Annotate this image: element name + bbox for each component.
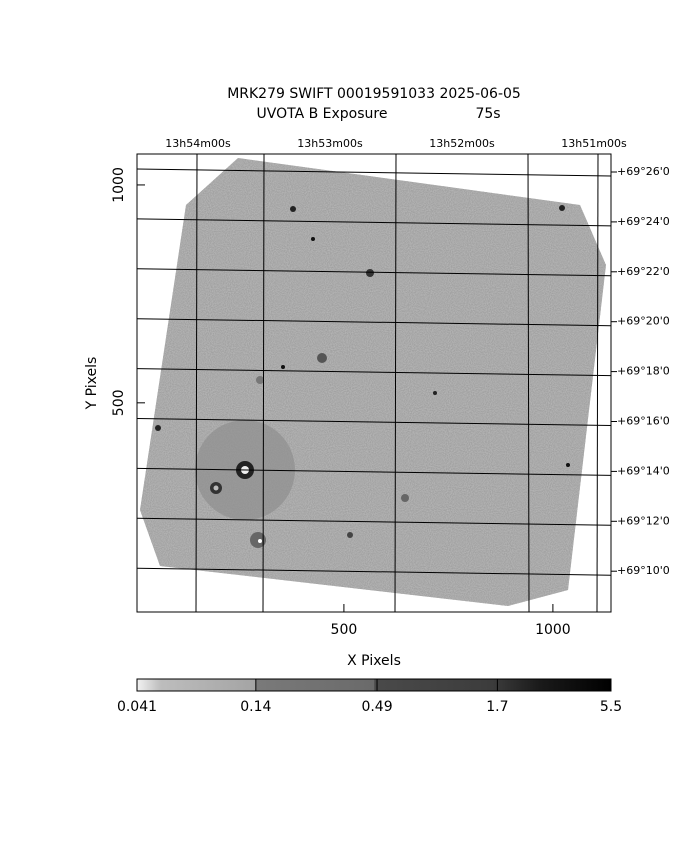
colorbar-tick-label: 0.14	[240, 699, 271, 715]
star	[433, 391, 437, 395]
star	[155, 425, 161, 431]
colorbar-tick-label: 5.5	[600, 699, 622, 715]
dec-grid-line	[136, 467, 612, 476]
dec-label: +69°12'0	[617, 514, 670, 527]
star	[317, 353, 327, 363]
x-tick-label: 1000	[535, 622, 571, 638]
x-tick-label: 500	[331, 622, 358, 638]
ra-label: 13h52m00s	[429, 137, 495, 150]
star	[281, 365, 285, 369]
ra-grid-line	[394, 153, 397, 613]
ra-label: 13h54m00s	[165, 137, 231, 150]
colorbar-tick-label: 1.7	[486, 699, 508, 715]
star	[559, 205, 565, 211]
star	[256, 376, 264, 384]
coordinate-grid	[195, 153, 599, 613]
dec-label: +69°24'0	[617, 215, 670, 228]
star	[566, 463, 570, 467]
dec-grid-line	[136, 517, 612, 526]
dec-grid-line	[136, 218, 612, 227]
star-core	[213, 485, 219, 491]
dec-label: +69°26'0	[617, 165, 670, 178]
y-tick-label: 1000	[111, 167, 127, 203]
star	[290, 206, 296, 212]
x-axis-label: X Pixels	[347, 653, 401, 669]
ra-grid-line	[262, 153, 265, 613]
colorbar	[136, 678, 612, 692]
ra-label: 13h53m00s	[297, 137, 363, 150]
dec-label: +69°10'0	[617, 564, 670, 577]
dec-label: +69°14'0	[617, 464, 670, 477]
plot-frame	[136, 153, 612, 613]
dec-label: +69°20'0	[617, 315, 670, 328]
dec-label: +69°16'0	[617, 415, 670, 428]
dec-grid-line	[136, 268, 612, 277]
star	[347, 532, 353, 538]
y-axis-label: Y Pixels	[84, 357, 100, 411]
star-core	[258, 539, 262, 543]
star	[311, 237, 315, 241]
dec-label: +69°18'0	[617, 365, 670, 378]
ra-grid-line	[527, 153, 530, 613]
chart-subtitle: UVOTA B Exposure	[257, 106, 388, 122]
chart-title: MRK279 SWIFT 00019591033 2025-06-05	[227, 86, 521, 102]
ra-grid-line	[596, 153, 599, 613]
star	[250, 532, 266, 548]
ra-label: 13h51m00s	[561, 137, 627, 150]
exposure: 75s	[475, 106, 500, 122]
dec-grid-line	[136, 368, 612, 377]
colorbar-tick-label: 0.49	[361, 699, 392, 715]
dec-label: +69°22'0	[617, 265, 670, 278]
ra-grid-line	[195, 153, 198, 613]
star	[401, 494, 409, 502]
dec-grid-line	[136, 318, 612, 327]
colorbar-tick-label: 0.041	[117, 699, 157, 715]
y-tick-label: 500	[111, 389, 127, 416]
star	[366, 269, 374, 277]
dec-grid-line	[136, 567, 612, 576]
dec-grid-line	[136, 418, 612, 426]
dec-grid-line	[136, 168, 612, 177]
